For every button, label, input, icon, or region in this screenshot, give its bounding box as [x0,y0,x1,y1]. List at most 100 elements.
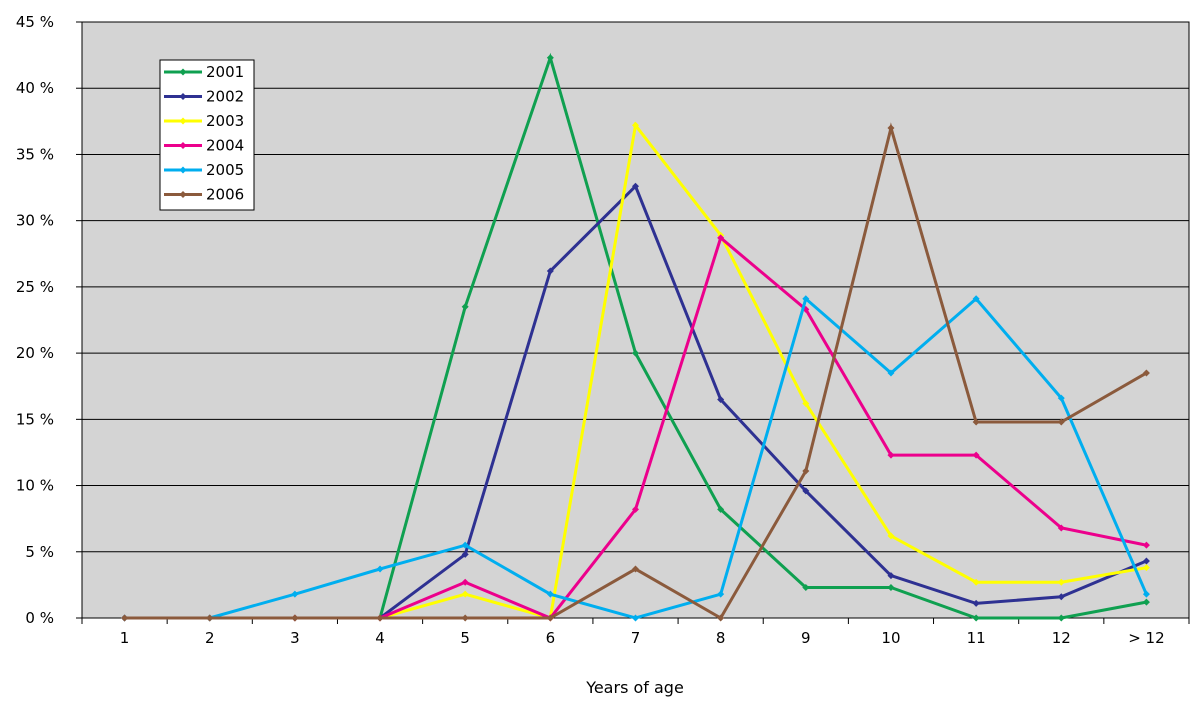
legend-item: 2002 [164,88,244,106]
data-point [461,303,469,311]
legend-item: 2001 [164,63,244,81]
data-point [802,295,810,303]
data-point [1142,590,1150,598]
y-axis-ticks: 0 % 5 % 10 % 15 % 20 % 25 % 30 % 35 % 40 % 45 % [16,13,82,627]
y-tick-label: 25 % [16,278,54,296]
legend-marker [179,93,187,100]
data-point [887,369,895,377]
data-point [546,590,554,598]
x-tick-label: 3 [290,629,300,647]
data-point [291,614,299,622]
series-2006 [121,122,1150,622]
x-tick-label: 5 [460,629,470,647]
x-tick-label: 1 [120,629,130,647]
data-point [887,451,895,459]
y-tick-label: 15 % [16,410,54,428]
legend-item: 2005 [164,161,244,179]
x-tick-label: 2 [205,629,215,647]
legend-label: 2002 [206,88,244,106]
data-point [717,395,725,403]
data-point [461,590,469,598]
x-tick-label: 4 [375,629,385,647]
legend-label: 2003 [206,112,244,130]
data-point [887,532,895,540]
data-point [632,614,639,622]
y-tick-label: 5 % [25,543,54,561]
data-point [461,578,469,586]
data-point [121,614,129,622]
data-point [1057,524,1065,532]
y-tick-label: 40 % [16,79,54,97]
legend-item: 2003 [164,112,244,130]
x-tick-label: 10 [881,629,900,647]
data-point [1057,593,1065,601]
data-point [717,590,725,598]
data-point [887,124,895,132]
data-point [546,614,554,622]
gridlines [82,87,1189,553]
legend-marker [179,117,187,125]
legend-marker [179,191,187,198]
data-point [206,614,214,622]
data-point [972,451,980,459]
data-point [632,182,639,190]
x-tick-label: 12 [1052,629,1071,647]
y-tick-label: 0 % [25,609,54,627]
data-point [802,467,810,475]
legend-marker [179,166,187,174]
x-tick-label: 6 [546,629,556,647]
data-point [1057,394,1065,402]
data-point [972,418,980,426]
y-tick-label: 30 % [16,212,54,230]
x-axis-ticks: 1 2 3 4 5 6 7 8 9 10 11 12 > 12 [81,618,1190,647]
series-2005 [121,295,1150,622]
data-point [1057,578,1065,586]
data-point [546,54,554,62]
x-tick-label: 7 [631,629,641,647]
data-point [972,578,980,586]
data-point [632,565,639,573]
legend-marker [179,68,187,76]
data-point [972,599,980,607]
data-point [802,584,810,592]
legend-label: 2006 [206,186,244,204]
data-point [887,584,895,592]
legend: 2001 2002 2003 2004 2005 2006 [159,59,255,211]
data-point [717,614,725,622]
y-tick-label: 10 % [16,477,54,495]
series-lines [121,52,1150,622]
data-point [632,121,639,129]
x-tick-label: 11 [967,629,986,647]
data-point [1142,369,1150,377]
data-point [1142,564,1150,572]
data-point [461,550,469,558]
data-point [632,349,639,357]
data-point [887,572,895,580]
data-point [1057,418,1065,426]
data-point [1057,614,1065,622]
data-point [376,614,384,622]
data-point [717,234,725,242]
data-point [461,541,469,549]
data-point [802,399,810,407]
legend-label: 2004 [206,137,244,155]
data-point [546,267,554,275]
data-point [972,295,980,303]
y-tick-label: 35 % [16,145,54,163]
y-tick-label: 45 % [16,13,54,31]
data-point [376,565,384,573]
legend-item: 2006 [164,186,244,204]
x-tick-label: 9 [801,629,811,647]
legend-box [159,59,255,211]
legend-item: 2004 [164,137,244,155]
x-tick-label: > 12 [1128,629,1164,647]
legend-label: 2001 [206,63,244,81]
data-point [717,505,725,513]
legend-marker [179,142,187,149]
y-tick-label: 20 % [16,344,54,362]
legend-label: 2005 [206,161,244,179]
data-point [1142,557,1150,565]
data-point [1142,541,1150,549]
data-point [802,487,810,495]
